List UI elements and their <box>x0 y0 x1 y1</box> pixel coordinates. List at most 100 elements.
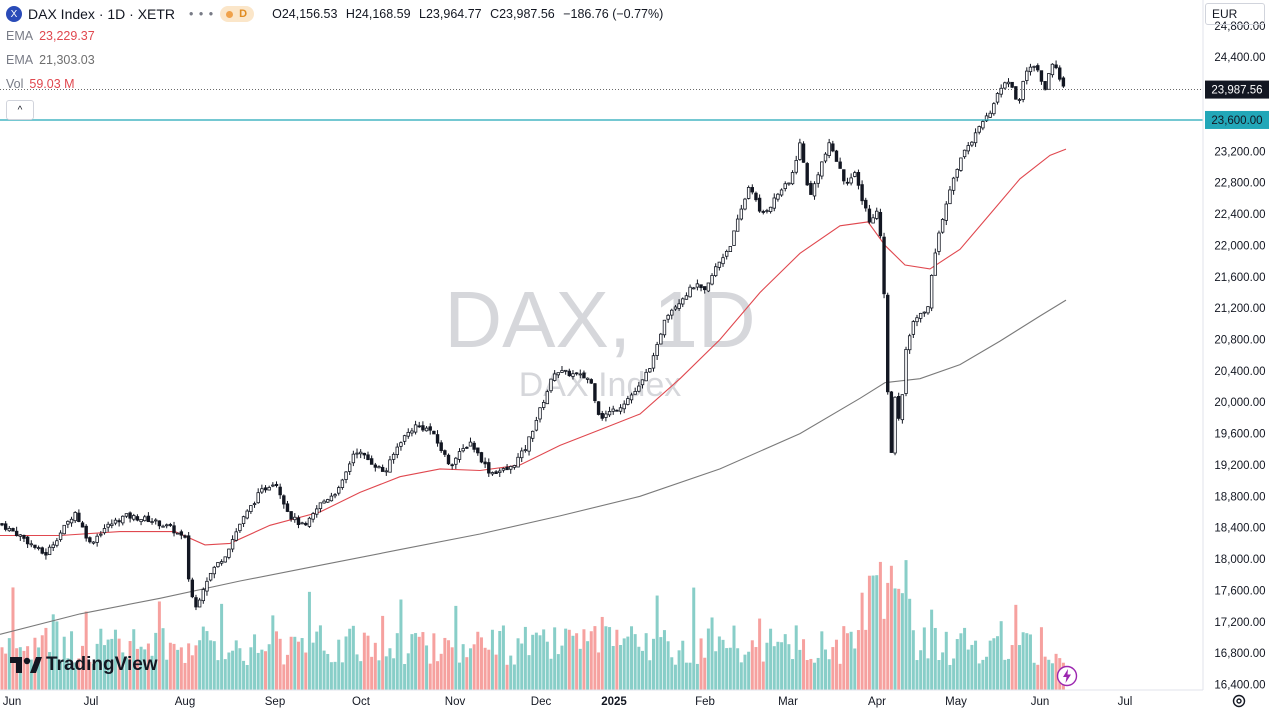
collapse-legend-button[interactable]: ^ <box>6 100 34 120</box>
volume-bar <box>641 650 644 690</box>
candle-body <box>154 519 158 522</box>
currency-selector[interactable]: EUR <box>1205 3 1265 25</box>
candle-body <box>790 172 795 185</box>
more-dots[interactable]: • • • <box>189 7 215 21</box>
symbol-icon[interactable]: X <box>6 6 22 22</box>
candle-body <box>710 275 714 285</box>
volume-bar <box>366 635 370 690</box>
volume-bar <box>659 637 663 690</box>
tradingview-logo[interactable]: TradingView <box>10 654 158 676</box>
volume-bar <box>937 659 941 690</box>
candle-body <box>117 520 121 523</box>
volume-bar <box>322 650 326 690</box>
volume-bar <box>523 626 527 690</box>
candle-body <box>40 547 44 554</box>
candle-body <box>99 533 103 536</box>
candle-body <box>754 192 758 201</box>
volume-bar <box>165 659 169 690</box>
volume-bar <box>0 647 4 690</box>
candle-body <box>7 527 12 532</box>
candle-body <box>509 466 513 470</box>
volume-bar <box>77 658 81 690</box>
candle-body <box>468 441 473 447</box>
candle-body <box>329 495 334 502</box>
candle-body <box>659 333 663 345</box>
candle-body <box>55 540 59 546</box>
volume-bar <box>882 618 886 690</box>
y-tick-label: 21,600.00 <box>1214 272 1265 284</box>
candle-body <box>304 522 308 526</box>
candle-body <box>527 436 531 452</box>
volume-bar <box>289 636 293 690</box>
gear-icon[interactable] <box>1231 693 1247 709</box>
volume-bar <box>4 653 8 690</box>
candle-body <box>988 112 992 118</box>
candle-body <box>296 517 301 525</box>
lightning-icon[interactable] <box>1056 665 1078 687</box>
volume-bar <box>421 632 425 690</box>
volume-bar <box>970 644 974 690</box>
volume-bar <box>600 616 604 690</box>
candle-body <box>721 257 725 265</box>
volume-bar <box>267 644 271 690</box>
volume-bar <box>373 642 377 690</box>
x-tick-label: Dec <box>531 696 552 708</box>
volume-bar <box>564 628 568 690</box>
candle-body <box>315 508 319 515</box>
volume-bar <box>1028 634 1032 690</box>
candle-body <box>33 544 37 548</box>
volume-bar <box>838 663 842 690</box>
candle-body <box>168 524 173 526</box>
indicator-ema-short[interactable]: EMA 23,229.37 <box>6 29 95 43</box>
volume-bar <box>963 627 967 690</box>
candle-body <box>681 298 685 305</box>
interval-badge[interactable]: D <box>220 6 255 22</box>
volume-bar <box>7 638 11 690</box>
volume-bar <box>157 601 161 690</box>
candle-body <box>578 373 582 376</box>
volume-bar <box>66 658 70 690</box>
candle-body <box>955 169 959 178</box>
candle-body <box>190 579 195 598</box>
volume-bar <box>234 640 238 690</box>
candle-body <box>699 284 703 289</box>
candle-body <box>1010 81 1014 88</box>
volume-bar <box>176 649 180 690</box>
candle-body <box>717 261 722 268</box>
volume-bar <box>787 644 791 690</box>
candle-body <box>886 294 890 393</box>
candle-body <box>853 172 857 177</box>
candle-body <box>234 531 238 541</box>
volume-bar <box>143 649 147 690</box>
indicator-ema-long[interactable]: EMA 21,303.03 <box>6 53 95 67</box>
volume-bar <box>915 660 919 690</box>
y-tick-label: 23,200.00 <box>1214 146 1265 158</box>
symbol-title[interactable]: DAX Index · 1D · XETR <box>28 6 176 22</box>
volume-bar <box>889 565 893 690</box>
candle-body <box>73 512 77 522</box>
candle-body <box>1054 64 1058 69</box>
volume-bar <box>472 644 476 690</box>
candle-body <box>633 390 637 395</box>
volume-bar <box>878 561 882 690</box>
volume-bar <box>275 631 278 690</box>
y-tick-label: 17,600.00 <box>1214 585 1265 597</box>
volume-bar <box>88 661 92 690</box>
volume-bar <box>245 664 249 690</box>
y-tick-label: 16,400.00 <box>1214 680 1265 692</box>
candle-body <box>571 373 575 377</box>
candle-body <box>413 424 418 433</box>
volume-bar <box>655 595 659 690</box>
candle-body <box>907 335 912 351</box>
volume-bar <box>22 650 26 690</box>
candle-body <box>746 187 751 199</box>
indicator-volume[interactable]: Vol 59.03 M <box>6 77 75 91</box>
volume-bar <box>278 638 282 690</box>
volume-bar <box>450 647 454 690</box>
candle-body <box>11 528 15 532</box>
x-tick-label: Apr <box>868 696 886 708</box>
volume-bar <box>183 662 187 690</box>
candle-body <box>58 532 63 540</box>
candle-body <box>0 523 4 526</box>
